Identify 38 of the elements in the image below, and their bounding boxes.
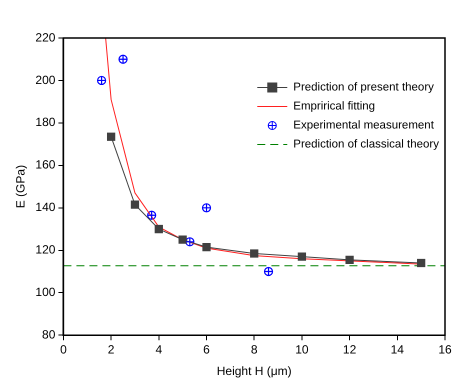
legend-label: Experimental measurement xyxy=(293,120,435,132)
point xyxy=(106,132,116,141)
point xyxy=(185,237,194,246)
x-tick-label: 8 xyxy=(250,342,258,357)
point xyxy=(250,249,258,258)
y-axis-title: E (GPa) xyxy=(14,164,28,208)
y-tick-label: 200 xyxy=(35,72,56,87)
y-tick-label: 120 xyxy=(35,242,56,257)
y-tick-label: 220 xyxy=(35,30,56,44)
point xyxy=(345,256,354,264)
legend-label: Prediction of present theory xyxy=(293,82,434,94)
point xyxy=(264,266,274,276)
point xyxy=(178,236,187,244)
y-tick-label: 100 xyxy=(35,285,56,300)
point xyxy=(202,203,212,212)
point xyxy=(417,258,426,268)
point xyxy=(298,252,306,261)
x-tick-label: 12 xyxy=(342,342,357,357)
x-axis-title: Height H (μm) xyxy=(216,364,292,378)
x-tick-label: 16 xyxy=(438,342,452,357)
point xyxy=(154,224,163,234)
y-tick-label: 160 xyxy=(35,158,56,172)
y-tick-label: 140 xyxy=(35,200,56,214)
point xyxy=(118,54,128,64)
x-tick-label: 2 xyxy=(108,342,115,357)
point xyxy=(202,242,211,252)
point xyxy=(147,210,156,220)
y-tick-label: 80 xyxy=(42,328,56,342)
legend-label: Prediction of classical theory xyxy=(293,138,440,151)
x-tick-label: 4 xyxy=(155,342,162,357)
x-tick-label: 14 xyxy=(390,342,404,357)
legend-label: Emprirical fitting xyxy=(293,100,376,113)
x-tick-label: 6 xyxy=(203,342,210,357)
point xyxy=(96,76,106,86)
x-tick-label: 0 xyxy=(60,342,68,357)
point xyxy=(130,200,140,209)
x-tick-label: 10 xyxy=(295,342,309,357)
y-tick-label: 180 xyxy=(35,115,56,130)
